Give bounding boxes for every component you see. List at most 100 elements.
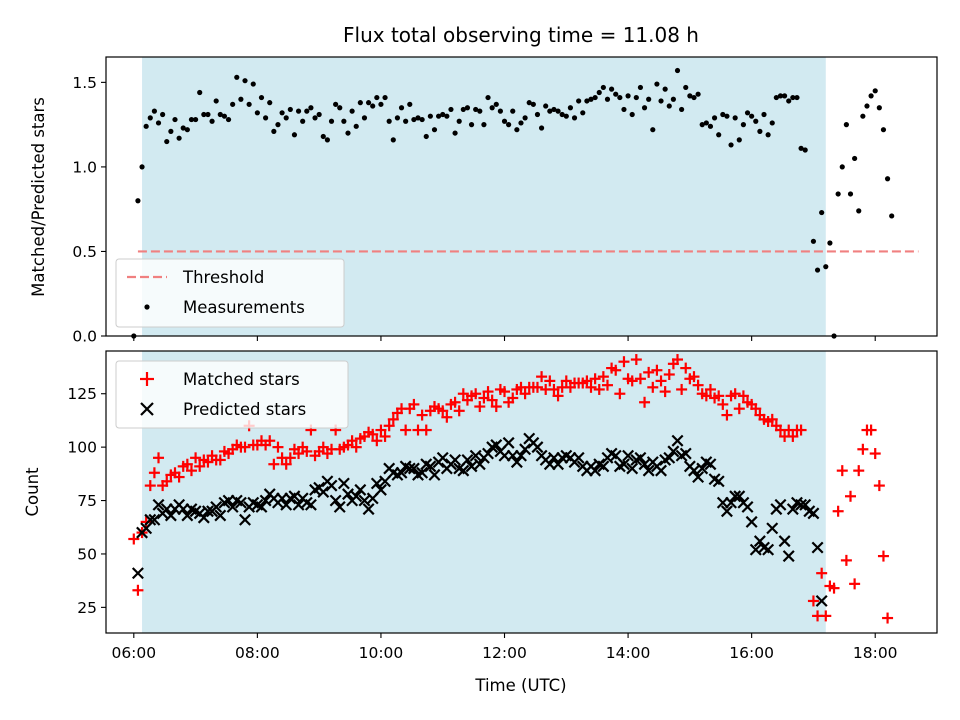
- predicted-star-point: [692, 471, 705, 484]
- measurement-point: [250, 81, 256, 87]
- matched-star-point: [836, 465, 848, 477]
- measurement-point: [287, 106, 293, 113]
- top-y-tick-label: 1.0: [72, 158, 97, 176]
- matched-star-point: [478, 392, 490, 404]
- matched-star-point: [737, 390, 749, 402]
- predicted-star-point: [572, 451, 585, 464]
- measurement-point: [192, 116, 199, 123]
- measurement-point: [213, 98, 219, 104]
- top-y-axis-label: Matched/Predicted stars: [29, 97, 48, 297]
- bottom-legend: Matched stars Predicted stars: [115, 360, 349, 429]
- measurement-point: [563, 113, 569, 119]
- measurement-point: [164, 138, 170, 145]
- predicted-star-point: [428, 468, 441, 481]
- predicted-star-point: [255, 500, 268, 513]
- matched-star-point: [700, 390, 712, 402]
- matched-star-point: [268, 458, 280, 470]
- matched-star-point: [865, 424, 877, 436]
- measurement-point: [234, 74, 240, 80]
- matched-star-point: [132, 584, 144, 596]
- predicted-star-point: [778, 535, 791, 548]
- measurement-point: [501, 118, 508, 124]
- measurement-point: [431, 127, 438, 133]
- bottom-x-ticks: 06:00 08:00 10:00 12:00 14:00 16:00 18:00: [111, 633, 898, 662]
- measurement-point: [732, 115, 738, 121]
- matched-star-point: [630, 354, 642, 366]
- matched-star-point: [849, 578, 861, 590]
- measurement-point: [613, 91, 619, 97]
- matched-star-point: [181, 458, 193, 470]
- measurement-point: [880, 127, 887, 133]
- measurement-point: [217, 111, 223, 118]
- measurement-point: [184, 127, 190, 133]
- predicted-star-point: [210, 500, 223, 513]
- predicted-star-point: [131, 567, 144, 580]
- measurement-point: [839, 164, 845, 170]
- matched-star-point: [877, 550, 889, 562]
- predicted-star-point: [407, 462, 420, 475]
- measurement-point: [547, 108, 553, 114]
- bottom-y-tick-label: 100: [67, 439, 97, 457]
- measurement-point: [172, 116, 178, 123]
- predicted-star-point: [720, 505, 733, 518]
- top-y-ticks: 0.0 0.5 1.0 1.5: [72, 74, 106, 346]
- predicted-star-point: [304, 498, 317, 511]
- matched-star-point: [651, 364, 663, 376]
- predicted-star-point: [436, 451, 449, 464]
- measurement-point: [147, 115, 153, 121]
- measurement-point: [263, 115, 269, 121]
- measurement-point: [584, 98, 590, 104]
- matched-star-point: [729, 388, 741, 400]
- matched-star-point: [717, 398, 729, 410]
- measurement-point: [155, 120, 162, 126]
- matched-star-point: [704, 383, 716, 395]
- predicted-star-point: [214, 509, 227, 522]
- measurement-point: [510, 108, 516, 114]
- matched-star-point: [795, 424, 807, 436]
- measurement-point: [225, 116, 232, 123]
- measurement-point: [711, 115, 718, 121]
- matched-star-point: [552, 390, 564, 402]
- top-axes-frame: [105, 56, 938, 337]
- matched-star-point: [128, 533, 140, 545]
- legend-threshold-label: Threshold: [182, 268, 264, 287]
- measurement-point: [650, 127, 656, 133]
- predicted-star-point: [325, 479, 338, 492]
- predicted-star-point: [461, 453, 474, 466]
- bottom-y-tick-label: 125: [67, 385, 97, 403]
- matched-star-point: [597, 371, 609, 383]
- top-data-marks: [131, 67, 895, 339]
- measurement-point: [365, 100, 372, 106]
- matched-star-point: [420, 424, 432, 436]
- matched-star-point: [190, 452, 202, 464]
- measurement-point: [641, 105, 648, 111]
- measurement-point: [728, 142, 734, 148]
- measurement-point: [703, 120, 709, 126]
- measurement-point: [699, 122, 705, 128]
- measurement-point: [814, 267, 821, 273]
- predicted-star-point: [519, 443, 532, 456]
- matched-star-point: [490, 401, 502, 413]
- measurement-point: [802, 147, 808, 153]
- predicted-star-point: [642, 464, 655, 477]
- measurement-point: [777, 93, 784, 99]
- matched-star-point: [317, 441, 329, 453]
- measurement-point: [683, 84, 689, 91]
- measurement-point: [242, 78, 248, 84]
- predicted-star-point: [226, 500, 239, 513]
- matched-star-point: [194, 460, 206, 472]
- predicted-star-point: [696, 462, 709, 475]
- matched-star-point: [618, 356, 630, 368]
- measurement-point: [629, 111, 635, 118]
- measurement-point: [538, 125, 545, 131]
- measurement-point: [403, 118, 409, 124]
- measurement-point: [716, 132, 722, 138]
- matched-star-point: [474, 401, 486, 413]
- measurement-point: [427, 113, 433, 119]
- matched-star-point: [659, 386, 671, 398]
- matched-star-point: [655, 375, 667, 387]
- measurement-point: [295, 108, 302, 114]
- measurement-point: [238, 96, 244, 102]
- measurement-point: [197, 89, 203, 96]
- matched-star-point: [437, 405, 449, 417]
